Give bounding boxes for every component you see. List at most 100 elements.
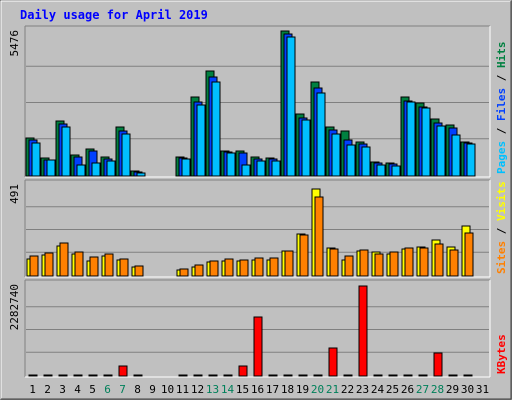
x-tick-label: 26	[401, 383, 414, 396]
bar-sites-day-5	[89, 256, 99, 277]
bar-pages-day-7	[121, 133, 131, 177]
legend-label: Pages / Files / Hits	[495, 42, 508, 175]
bar-sites-day-21	[329, 248, 339, 277]
x-tick-label: 13	[206, 383, 219, 396]
legend-part: Visits	[495, 181, 508, 221]
x-tick-label: 9	[149, 383, 156, 396]
bar-sites-day-24	[374, 253, 384, 277]
bar-kbytes-day-28	[433, 352, 443, 377]
bar-pages-day-2	[46, 159, 56, 177]
x-tick-label: 15	[236, 383, 249, 396]
x-tick-label: 23	[356, 383, 369, 396]
bar-pages-day-4	[76, 164, 86, 177]
bar-sites-day-17	[269, 257, 279, 277]
x-tick-label: 10	[161, 383, 174, 396]
x-tick-label: 6	[104, 383, 111, 396]
bar-pages-day-11	[181, 158, 191, 177]
bar-pages-day-23	[361, 146, 371, 177]
bar-kbytes-day-25	[388, 374, 398, 377]
bar-kbytes-day-26	[403, 374, 413, 377]
bar-kbytes-day-12	[193, 374, 203, 377]
bar-sites-day-20	[314, 196, 324, 277]
bar-sites-day-26	[404, 247, 414, 277]
x-tick-label: 27	[416, 383, 429, 396]
bar-sites-day-2	[44, 252, 54, 277]
bar-sites-day-18	[284, 250, 294, 277]
bar-pages-day-8	[136, 172, 146, 177]
bar-pages-day-29	[451, 134, 461, 177]
x-tick-label: 2	[44, 383, 51, 396]
x-tick-label: 20	[311, 383, 324, 396]
x-tick-label: 12	[191, 383, 204, 396]
legend-part: /	[495, 121, 508, 141]
legend-part: Hits	[495, 42, 508, 69]
legend-part: KBytes	[495, 334, 508, 374]
x-tick-label: 8	[134, 383, 141, 396]
bar-sites-day-19	[299, 234, 309, 277]
panel-visits-sites: 491 Sites / Visits	[8, 179, 508, 278]
chart-title: Daily usage for April 2019	[20, 8, 208, 22]
legend-label: KBytes	[495, 334, 508, 374]
legend-part: /	[495, 221, 508, 241]
bar-pages-day-6	[106, 160, 116, 177]
legend-part: Sites	[495, 241, 508, 274]
bar-pages-day-1	[31, 142, 41, 177]
x-tick-label: 19	[296, 383, 309, 396]
bar-kbytes-day-20	[313, 374, 323, 377]
bar-pages-day-21	[331, 133, 341, 177]
bar-pages-day-20	[316, 92, 326, 177]
x-tick-label: 5	[89, 383, 96, 396]
bar-sites-day-8	[134, 265, 144, 277]
bar-kbytes-day-30	[463, 374, 473, 377]
bar-pages-day-26	[406, 101, 416, 177]
bar-kbytes-day-16	[253, 316, 263, 377]
bar-sites-day-28	[434, 243, 444, 277]
bar-kbytes-day-23	[358, 285, 368, 377]
bar-sites-day-11	[179, 268, 189, 277]
bar-kbytes-day-7	[118, 365, 128, 377]
bar-sites-day-22	[344, 255, 354, 277]
y-max-label: 2282740	[8, 284, 21, 330]
x-tick-label: 14	[221, 383, 235, 396]
bar-pages-day-28	[436, 125, 446, 177]
bar-pages-day-14	[226, 152, 236, 177]
x-tick-label: 21	[326, 383, 339, 396]
bar-sites-day-7	[119, 258, 129, 277]
x-tick-label: 28	[431, 383, 444, 396]
x-tick-label: 4	[74, 383, 81, 396]
bar-sites-day-23	[359, 249, 369, 277]
bar-pages-day-16	[256, 160, 266, 177]
bar-pages-day-22	[346, 144, 356, 177]
bar-kbytes-day-3	[58, 374, 68, 377]
bar-kbytes-day-5	[88, 374, 98, 377]
y-max-label: 5476	[8, 30, 21, 57]
bar-pages-day-15	[241, 164, 251, 177]
x-tick-label: 22	[341, 383, 354, 396]
panel-hits-files-pages: 5476 Pages / Files / Hits	[8, 25, 508, 178]
bar-sites-day-27	[419, 247, 429, 277]
bar-kbytes-day-8	[133, 374, 143, 377]
x-tick-label: 24	[371, 383, 385, 396]
x-tick-label: 18	[281, 383, 294, 396]
bar-sites-day-1	[29, 255, 39, 277]
x-tick-label: 17	[266, 383, 279, 396]
bar-sites-day-14	[224, 258, 234, 277]
bar-kbytes-day-4	[73, 374, 83, 377]
bar-sites-day-13	[209, 260, 219, 277]
x-tick-label: 7	[119, 383, 126, 396]
bar-sites-day-30	[464, 232, 474, 277]
bar-kbytes-day-24	[373, 374, 383, 377]
legend-label: Sites / Visits	[495, 181, 508, 274]
bar-sites-day-6	[104, 253, 114, 277]
bar-kbytes-day-19	[298, 374, 308, 377]
bar-pages-day-13	[211, 81, 221, 177]
x-tick-label: 31	[476, 383, 489, 396]
bar-pages-day-12	[196, 104, 206, 177]
x-axis-tick-labels: 1 2 3 4 5 6 7 8 9 10 11 12 13 14 15 16 17 18 19 20 21 22 23 24 2…	[29, 383, 489, 396]
bar-kbytes-day-14	[223, 374, 233, 377]
bar-sites-day-29	[449, 249, 459, 277]
legend-part: Files	[495, 88, 508, 121]
x-tick-label: 3	[59, 383, 66, 396]
bar-kbytes-day-29	[448, 374, 458, 377]
bar-pages-day-24	[376, 164, 386, 177]
